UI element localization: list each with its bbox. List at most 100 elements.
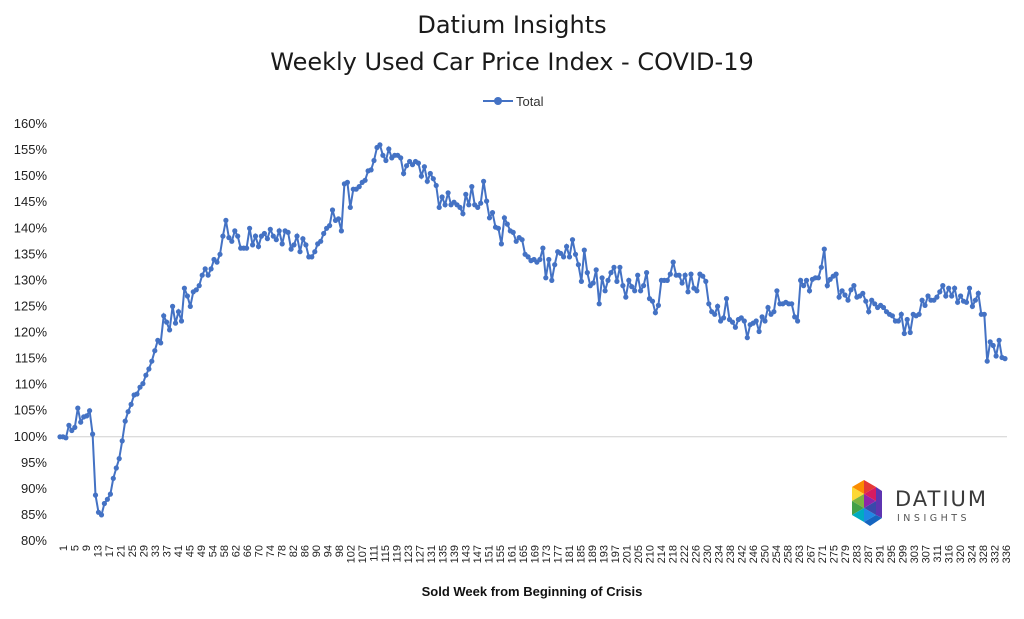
data-point	[486, 215, 493, 221]
data-point	[445, 190, 451, 196]
data-point	[255, 243, 262, 250]
data-point	[158, 340, 164, 346]
x-axis-label: Sold Week from Beginning of Crisis	[422, 584, 643, 599]
data-point	[170, 303, 176, 309]
data-point	[685, 289, 691, 295]
x-tick-label: 147	[472, 545, 484, 563]
data-point	[753, 318, 759, 324]
data-point	[732, 324, 739, 330]
data-point	[199, 272, 205, 278]
data-point	[664, 277, 670, 283]
data-point	[146, 366, 152, 372]
data-point	[457, 204, 463, 210]
data-point	[104, 496, 110, 502]
data-point	[679, 280, 685, 286]
data-point	[356, 184, 362, 190]
data-point	[741, 318, 747, 324]
x-tick-label: 25	[127, 545, 139, 557]
data-point	[92, 492, 99, 498]
data-point	[193, 287, 199, 293]
data-point	[436, 204, 442, 210]
data-point	[872, 301, 878, 307]
data-point	[84, 413, 90, 419]
data-point	[309, 254, 315, 260]
data-point	[635, 272, 641, 278]
data-point	[303, 242, 309, 248]
data-point	[602, 288, 608, 294]
data-point	[561, 254, 567, 260]
data-point	[421, 164, 427, 170]
data-point	[863, 298, 869, 304]
x-tick-label: 242	[737, 545, 749, 563]
data-point	[223, 217, 229, 223]
x-tick-label: 177	[553, 545, 565, 563]
data-point	[285, 229, 291, 235]
data-point	[152, 348, 158, 354]
data-point	[362, 177, 368, 183]
x-tick-label: 226	[691, 545, 703, 563]
x-tick-label: 205	[633, 545, 645, 563]
data-point	[196, 283, 202, 289]
x-tick-label: 94	[323, 545, 335, 557]
x-tick-label: 111	[369, 545, 381, 562]
data-point	[744, 335, 750, 341]
y-axis: 80% 85% 90% 95% 100% 105% 110% 115% 120% 125% 130%…	[14, 116, 48, 548]
x-tick-label: 193	[599, 545, 611, 563]
data-point	[125, 409, 131, 415]
data-point	[940, 283, 946, 289]
y-tick-label: 145%	[14, 194, 48, 209]
data-point	[368, 167, 374, 173]
data-point	[537, 256, 543, 263]
data-point	[338, 228, 344, 234]
legend-label-total: Total	[516, 94, 544, 109]
data-point	[703, 278, 709, 284]
data-point	[851, 283, 857, 289]
data-point	[252, 233, 259, 239]
y-tick-label: 160%	[14, 116, 48, 131]
data-point	[276, 228, 282, 234]
data-point	[489, 210, 496, 216]
data-point	[608, 270, 614, 276]
data-point	[475, 204, 481, 210]
x-tick-label: 62	[231, 545, 243, 557]
x-tick-label: 299	[898, 545, 910, 563]
x-tick-label: 17	[104, 545, 116, 557]
data-point	[235, 233, 241, 239]
x-tick-label: 66	[242, 545, 254, 557]
data-point	[404, 163, 410, 169]
x-tick-label: 295	[886, 545, 898, 563]
data-point	[801, 283, 807, 289]
y-tick-label: 135%	[14, 246, 48, 261]
data-point	[107, 491, 113, 497]
data-point	[620, 283, 626, 289]
y-tick-label: 100%	[14, 429, 48, 444]
data-point	[552, 262, 558, 268]
data-point	[291, 242, 297, 248]
x-tick-label: 201	[622, 545, 634, 563]
data-point	[617, 264, 623, 270]
data-point	[981, 311, 987, 317]
data-point	[792, 314, 798, 320]
x-tick-label: 238	[725, 545, 737, 563]
data-point	[715, 303, 721, 309]
data-point	[605, 277, 611, 283]
data-point	[87, 408, 93, 414]
y-tick-label: 115%	[15, 351, 48, 366]
data-point	[922, 302, 928, 308]
y-tick-label: 155%	[14, 142, 48, 157]
data-point	[178, 318, 185, 324]
x-tick-label: 82	[288, 545, 300, 557]
x-tick-label: 9	[81, 545, 93, 551]
x-tick-label: 78	[277, 545, 289, 557]
data-point	[66, 422, 72, 428]
data-point	[90, 431, 96, 437]
x-tick-label: 173	[541, 545, 553, 563]
data-point	[504, 221, 510, 227]
x-tick-label: 127	[415, 545, 427, 563]
data-point	[670, 259, 676, 265]
data-point	[525, 254, 531, 260]
x-tick-label: 279	[840, 545, 852, 563]
data-point	[226, 235, 232, 241]
data-point	[424, 178, 430, 184]
x-tick-label: 41	[173, 545, 185, 557]
